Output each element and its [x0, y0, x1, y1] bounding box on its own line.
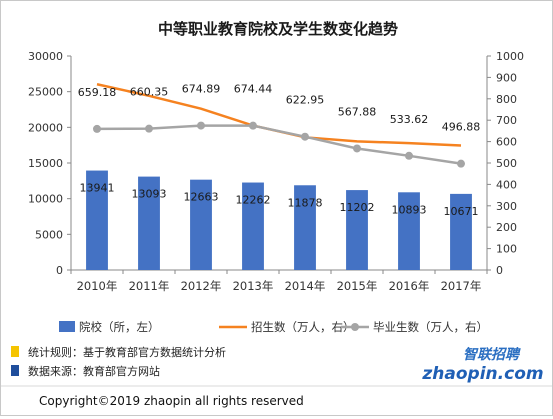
graduates-value-label: 567.88: [338, 105, 377, 118]
graduates-marker: [197, 121, 205, 130]
bar-schools: [398, 192, 420, 270]
bar-schools: [138, 176, 160, 270]
bar-schools: [450, 193, 472, 270]
left-axis-tick-label: 25000: [28, 86, 63, 99]
right-axis-tick-label: 300: [496, 200, 517, 213]
left-axis-tick-label: 30000: [28, 50, 63, 63]
right-axis-tick-label: 1000: [496, 50, 524, 63]
data-labels: 13941 13093 12663 12262 11878 11202 10893 10671…: [78, 83, 481, 218]
bars: [86, 170, 472, 270]
bar-schools: [86, 170, 108, 270]
x-axis-tick-label: 2017年: [441, 279, 482, 293]
notes: 统计规则：基于教育部官方数据统计分析 数据来源：教育部官方网站: [11, 345, 226, 378]
right-axis-tick-label: 100: [496, 243, 517, 256]
x-axis-tick-label: 2012年: [181, 279, 222, 293]
rule-note: 统计规则：基于教育部官方数据统计分析: [28, 345, 226, 359]
left-axis-tick-label: 20000: [28, 121, 63, 134]
left-axis-tick-label: 15000: [28, 157, 63, 170]
graduates-marker: [353, 144, 361, 153]
x-axis-tick-label: 2016年: [389, 279, 430, 293]
bar-value-label: 10893: [392, 203, 427, 216]
bar-value-label: 10671: [444, 205, 479, 218]
graduates-value-label: 660.35: [130, 86, 169, 99]
legend-marker-graduates: [351, 323, 359, 331]
right-axis-tick-label: 400: [496, 178, 517, 191]
graduates-value-label: 659.18: [78, 86, 117, 99]
graduates-value-label: 622.95: [286, 94, 325, 107]
right-axis-tick-label: 0: [496, 264, 503, 277]
graduates-marker: [145, 124, 153, 133]
bar-value-label: 12663: [184, 191, 219, 204]
left-axis-tick-label: 0: [56, 264, 63, 277]
right-axis-tick-label: 600: [496, 136, 517, 149]
x-axis-tick-label: 2014年: [285, 279, 326, 293]
x-axis-tick-label: 2015年: [337, 279, 378, 293]
graduates-value-label: 496.88: [442, 121, 481, 134]
bar-value-label: 13941: [80, 182, 115, 195]
x-axis-tick-label: 2010年: [77, 279, 118, 293]
graduates-marker: [301, 132, 309, 141]
bar-schools: [242, 182, 264, 270]
graduates-marker: [405, 151, 413, 160]
graduates-value-label: 674.89: [182, 83, 221, 96]
legend-label-schools: 院校（所，左）: [79, 320, 160, 334]
axes: 0 5000 10000 15000 20000 25000 30000 0 100 200 300…: [28, 50, 524, 293]
line-graduates: [96, 124, 462, 165]
bar-value-label: 13093: [132, 188, 167, 201]
graduates-marker: [249, 121, 257, 130]
graduates-value-label: 533.62: [390, 113, 429, 126]
bar-value-label: 11202: [340, 201, 375, 214]
legend-label-graduates: 毕业生数（万人，右）: [373, 320, 488, 334]
right-axis-tick-label: 800: [496, 93, 517, 106]
graduates-marker: [93, 124, 101, 133]
zhaopin-logo: 智联招聘 zhaopin.com: [421, 346, 543, 384]
graduates-value-label: 674.44: [234, 83, 273, 96]
graduates-marker: [457, 159, 465, 168]
x-axis-tick-label: 2013年: [233, 279, 274, 293]
bar-schools: [190, 179, 212, 270]
left-axis-tick-label: 10000: [28, 193, 63, 206]
source-note: 数据来源：教育部官方网站: [28, 364, 160, 378]
right-axis-tick-label: 700: [496, 114, 517, 127]
legend-swatch-schools: [59, 321, 75, 332]
bar-value-label: 12262: [236, 194, 271, 207]
legend-label-enrollment: 招生数（万人，右）: [251, 320, 355, 334]
right-axis-tick-label: 500: [496, 157, 517, 170]
logo-en: zhaopin.com: [421, 364, 543, 384]
lines: [93, 83, 465, 168]
right-axis-tick-label: 200: [496, 221, 517, 234]
chart-title: 中等职业教育院校及学生数变化趋势: [158, 20, 398, 38]
bar-schools: [294, 185, 316, 270]
copyright: Copyright©2019 zhaopin all rights reserv…: [39, 394, 304, 408]
bar-value-label: 11878: [288, 196, 323, 209]
source-marker: [11, 365, 19, 376]
rule-marker: [11, 346, 19, 357]
legend: 院校（所，左） 招生数（万人，右） 毕业生数（万人，右）: [59, 320, 488, 334]
x-axis-tick-label: 2011年: [129, 279, 170, 293]
bar-schools: [346, 190, 368, 270]
right-axis-tick-label: 900: [496, 71, 517, 84]
logo-cn: 智联招聘: [463, 346, 521, 363]
left-axis-tick-label: 5000: [35, 228, 63, 241]
